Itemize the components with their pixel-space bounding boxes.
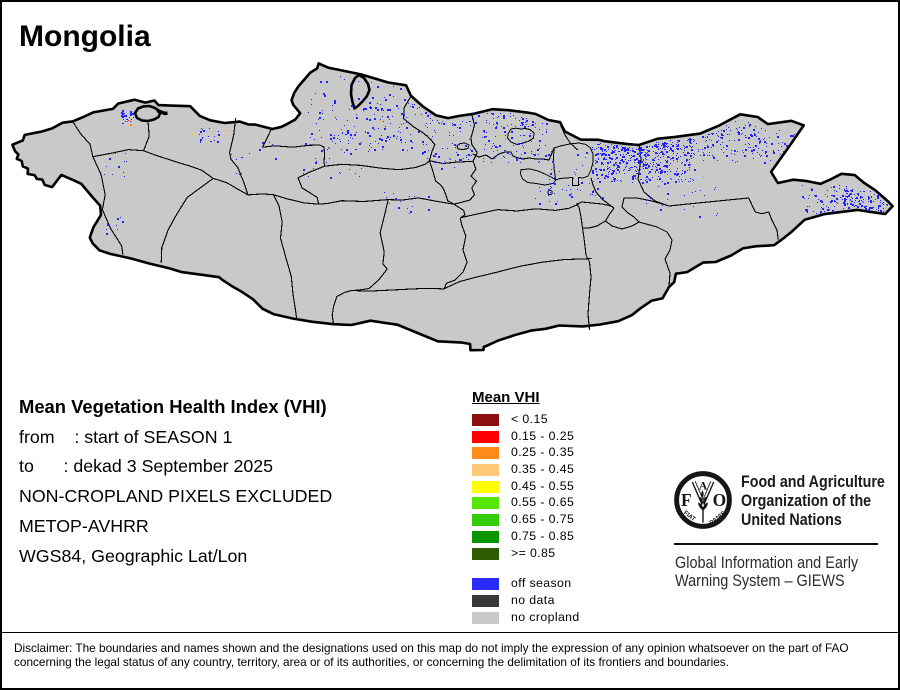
svg-text:F: F <box>681 490 692 510</box>
svg-text:O: O <box>713 490 727 510</box>
svg-text:A: A <box>699 479 708 492</box>
